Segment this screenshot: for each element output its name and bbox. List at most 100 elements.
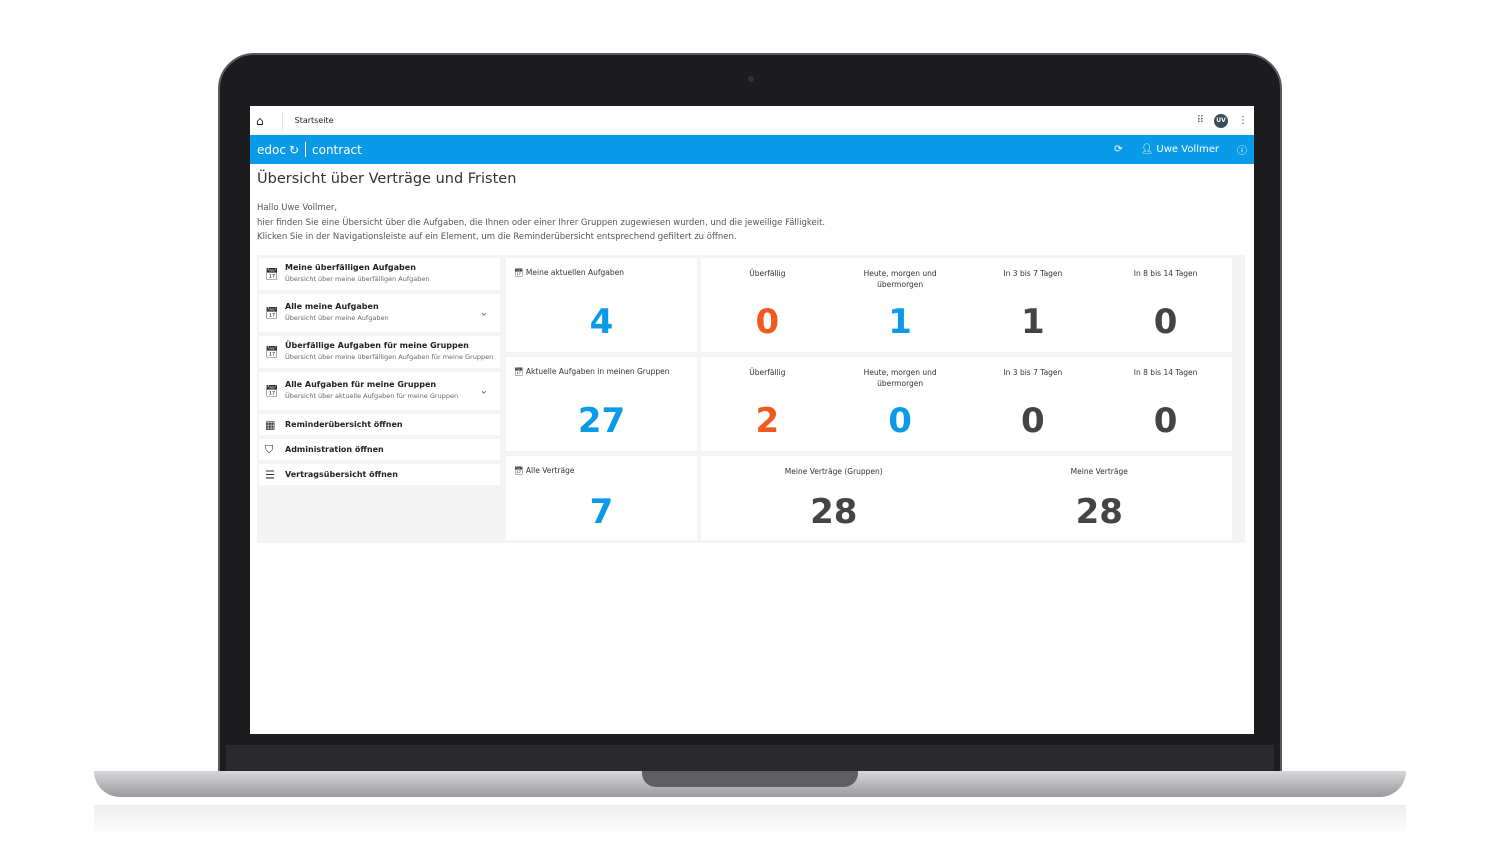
calendar-icon: 📅︎ — [265, 345, 279, 359]
breakdown-cell[interactable]: In 8 bis 14 Tagen 0 — [1099, 357, 1232, 451]
breakdown-cell[interactable]: In 8 bis 14 Tagen 0 — [1099, 258, 1232, 352]
brand-logo[interactable]: edoc — [257, 142, 286, 157]
logo-mark-icon: ↻ — [288, 142, 300, 157]
breakdown-cell[interactable]: Überfällig 2 — [701, 357, 834, 451]
calendar-icon: 📅︎ — [514, 268, 524, 277]
chevron-down-icon[interactable]: ⌄ — [479, 307, 488, 319]
breakdown-cell[interactable]: Heute, morgen und übermorgen 0 — [834, 357, 967, 451]
laptop-hinge — [226, 745, 1274, 771]
cell-label: Überfällig — [749, 368, 786, 377]
sidebar-item-group-tasks[interactable]: 📅︎ Alle Aufgaben für meine Gruppen Übersic… — [259, 372, 500, 410]
calendar-icon: ☰ — [265, 468, 275, 481]
card-label: 📅︎ Alle Verträge — [514, 466, 575, 475]
card-value: 7 — [589, 492, 614, 532]
sidebar-item-group-overdue[interactable]: 📅︎ Überfällige Aufgaben für meine Gruppen… — [259, 336, 500, 368]
breakdown-card[interactable]: Meine Verträge (Gruppen) 28 Meine Verträge… — [701, 456, 1232, 540]
cell-label: In 8 bis 14 Tagen — [1133, 269, 1198, 278]
breakdown-cell[interactable]: In 3 bis 7 Tagen 1 — [967, 258, 1100, 352]
sidebar-item-admin[interactable]: ⛉ Administration öffnen — [259, 439, 500, 460]
user-name: Uwe Vollmer — [1156, 144, 1219, 155]
cell-label: Meine Verträge — [1070, 467, 1128, 476]
intro-line: Klicken Sie in der Navigationsleiste auf… — [257, 232, 737, 242]
breadcrumb[interactable]: Startseite — [294, 116, 334, 125]
dashboard-panel: 📅︎ Meine überfälligen Aufgaben Übersicht ü… — [257, 255, 1245, 543]
card-value: 4 — [589, 302, 614, 342]
cell-label: Heute, morgen und übermorgen — [863, 368, 937, 388]
avatar[interactable]: UV — [1214, 113, 1228, 128]
top-bar: ⌂ Startseite ⠿ UV ⋮ — [250, 106, 1254, 135]
cell-value: 1 — [1021, 302, 1045, 342]
laptop-shadow — [94, 805, 1406, 835]
chevron-down-icon[interactable]: ⌄ — [479, 385, 488, 397]
apps-grid-icon[interactable]: ⠿ — [1196, 115, 1204, 126]
breakdown-cell[interactable]: Meine Verträge 28 — [967, 456, 1233, 540]
home-icon[interactable]: ⌂ — [256, 113, 264, 128]
divider — [305, 142, 307, 157]
laptop-notch — [642, 771, 858, 787]
breakdown-cell[interactable]: In 3 bis 7 Tagen 0 — [967, 357, 1100, 451]
calendar-icon: ⛉ — [265, 442, 274, 456]
breakdown-cell[interactable]: Überfällig 0 — [701, 258, 834, 352]
breakdown-cell[interactable]: Heute, morgen und übermorgen 1 — [834, 258, 967, 352]
item-title: Alle meine Aufgaben — [285, 302, 379, 311]
item-subtitle: Übersicht über meine überfälligen Aufgab… — [285, 353, 494, 361]
greeting: Hallo Uwe Vollmer, — [257, 203, 338, 213]
app-bar: edoc ↻ contract ⟳ 👤︎ Uwe Vollmer ⓘ — [250, 135, 1254, 164]
sidebar-item-reminders[interactable]: ▦ Reminderübersicht öffnen — [259, 414, 500, 435]
refresh-icon[interactable]: ⟳ — [1114, 144, 1123, 155]
summary-card[interactable]: 📅︎ Meine aktuellen Aufgaben 4 — [506, 258, 697, 352]
item-subtitle: Übersicht über aktuelle Aufgaben für mei… — [285, 392, 459, 400]
summary-card[interactable]: 📅︎ Aktuelle Aufgaben in meinen Gruppen 27 — [506, 357, 697, 451]
cell-value: 28 — [1075, 492, 1123, 532]
breakdown-cell[interactable]: Meine Verträge (Gruppen) 28 — [701, 456, 967, 540]
item-title: Überfällige Aufgaben für meine Gruppen — [285, 341, 469, 350]
product-name: contract — [312, 142, 362, 157]
cell-value: 0 — [1153, 401, 1178, 441]
item-title: Reminderübersicht öffnen — [285, 420, 403, 429]
card-value: 27 — [577, 401, 626, 441]
cell-value: 2 — [755, 401, 780, 441]
item-subtitle: Übersicht über meine überfälligen Aufgab… — [285, 275, 430, 283]
cell-value: 1 — [888, 302, 912, 342]
cell-value: 0 — [888, 401, 912, 441]
sidebar-nav: 📅︎ Meine überfälligen Aufgaben Übersicht ü… — [257, 255, 502, 489]
screen: ⌂ Startseite ⠿ UV ⋮ edoc ↻ contract ⟳ 👤︎… — [250, 106, 1254, 734]
cell-label: Meine Verträge (Gruppen) — [784, 467, 883, 476]
sidebar-item-all-my-tasks[interactable]: 📅︎ Alle meine Aufgaben Übersicht über mein… — [259, 294, 500, 332]
more-vert-icon[interactable]: ⋮ — [1238, 115, 1248, 126]
camera — [748, 76, 754, 82]
sidebar-item-my-overdue[interactable]: 📅︎ Meine überfälligen Aufgaben Übersicht ü… — [259, 258, 500, 290]
card-label: 📅︎ Aktuelle Aufgaben in meinen Gruppen — [514, 367, 670, 376]
item-title: Vertragsübersicht öffnen — [285, 470, 398, 479]
item-title: Meine überfälligen Aufgaben — [285, 263, 416, 272]
cell-value: 0 — [755, 302, 780, 342]
breakdown-card[interactable]: Überfällig 2 Heute, morgen und übermorgen 0… — [701, 357, 1232, 451]
cell-value: 0 — [1153, 302, 1178, 342]
calendar-icon: ▦ — [265, 418, 276, 431]
item-title: Administration öffnen — [285, 445, 384, 454]
calendar-icon: 📅︎ — [265, 384, 279, 398]
intro-text: Hallo Uwe Vollmer, hier finden Sie eine … — [257, 201, 1254, 245]
item-title: Alle Aufgaben für meine Gruppen — [285, 380, 437, 389]
calendar-icon: 📅︎ — [265, 267, 279, 281]
sidebar-item-contracts[interactable]: ☰ Vertragsübersicht öffnen — [259, 464, 500, 485]
summary-card[interactable]: 📅︎ Alle Verträge 7 — [506, 456, 697, 540]
page-title: Übersicht über Verträge und Fristen — [257, 171, 517, 187]
cell-label: In 3 bis 7 Tagen — [1003, 368, 1063, 377]
intro-line: hier finden Sie eine Übersicht über die … — [257, 217, 826, 228]
calendar-icon: 📅︎ — [514, 367, 524, 376]
info-icon[interactable]: ⓘ — [1237, 146, 1247, 157]
cell-label: In 3 bis 7 Tagen — [1003, 269, 1063, 278]
breakdown-card[interactable]: Überfällig 0 Heute, morgen und übermorgen 1… — [701, 258, 1232, 352]
cell-label: Heute, morgen und übermorgen — [863, 269, 937, 289]
divider — [281, 111, 283, 130]
calendar-icon: 📅︎ — [265, 306, 279, 320]
cell-value: 28 — [810, 492, 858, 532]
cell-label: In 8 bis 14 Tagen — [1133, 368, 1198, 377]
card-label: 📅︎ Meine aktuellen Aufgaben — [514, 268, 625, 277]
cell-label: Überfällig — [749, 269, 786, 278]
item-subtitle: Übersicht über meine Aufgaben — [285, 314, 389, 322]
user-menu[interactable]: 👤︎ Uwe Vollmer — [1141, 144, 1219, 155]
user-icon: 👤︎ — [1140, 144, 1154, 155]
calendar-icon: 📅︎ — [514, 466, 524, 475]
